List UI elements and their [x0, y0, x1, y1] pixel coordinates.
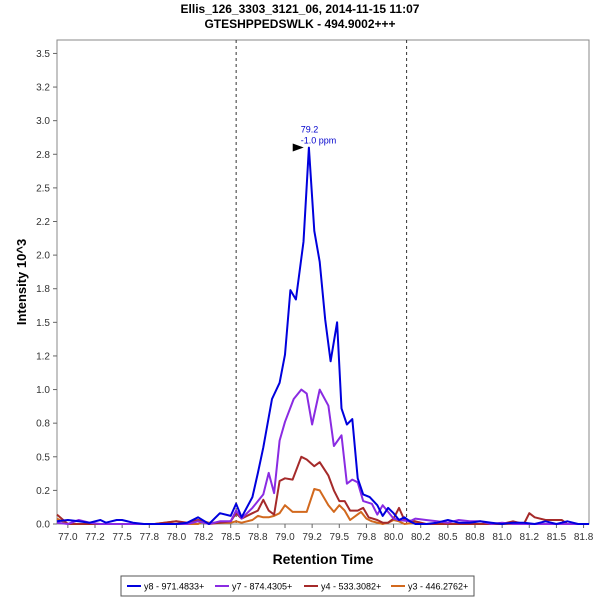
y-tick-label: 0.8	[36, 419, 50, 430]
y-tick-label: 2.8	[36, 150, 50, 161]
y-tick-label: 2.0	[36, 251, 50, 262]
x-tick-label: 78.5	[221, 532, 241, 543]
y-tick-label: 1.8	[36, 284, 50, 295]
x-tick-label: 78.8	[248, 532, 268, 543]
x-tick-label: 80.2	[411, 532, 431, 543]
plot-area	[56, 39, 590, 525]
y-tick-label: 0.0	[36, 520, 50, 531]
y-axis: 0.0 0.2 0.5 0.8 1.0 1.2 1.5 1.8 2.0 2.2 2.5 2.8 3.0 3…	[36, 49, 57, 531]
y-tick-label: 0.2	[36, 486, 50, 497]
x-tick-label: 77.5	[112, 532, 132, 543]
y-tick-label: 1.2	[36, 351, 50, 362]
x-tick-label: 81.0	[492, 532, 512, 543]
legend-label: y3 - 446.2762+	[408, 582, 468, 592]
y-tick-label: 2.5	[36, 183, 50, 194]
x-tick-label: 78.0	[167, 532, 187, 543]
x-tick-label: 79.5	[330, 532, 350, 543]
x-axis: 77.0 77.2 77.5 77.8 78.0 78.2 78.5 78.8 79.0 79.2…	[58, 524, 594, 543]
x-tick-label: 80.5	[438, 532, 458, 543]
y-tick-label: 3.0	[36, 116, 50, 127]
x-tick-label: 80.0	[384, 532, 404, 543]
x-axis-label: Retention Time	[273, 551, 374, 567]
y-tick-label: 1.5	[36, 318, 50, 329]
x-tick-label: 79.2	[302, 532, 322, 543]
x-tick-label: 80.8	[465, 532, 485, 543]
x-tick-label: 78.2	[194, 532, 214, 543]
chart-subtitle: GTESHPPEDSWLK - 494.9002+++	[204, 17, 395, 31]
y-tick-label: 1.0	[36, 385, 50, 396]
series-line	[56, 388, 589, 525]
peak-rt-label: 79.2	[301, 125, 319, 135]
series-line	[56, 146, 589, 525]
x-tick-label: 77.0	[58, 532, 78, 543]
legend: y8 - 971.4833+ y7 - 874.4305+ y4 - 533.308…	[127, 582, 468, 592]
y-tick-label: 3.2	[36, 83, 50, 94]
peak-arrow-icon	[292, 143, 304, 152]
x-tick-label: 81.5	[547, 532, 567, 543]
y-axis-label: Intensity 10^3	[14, 239, 29, 325]
x-tick-label: 79.8	[357, 532, 377, 543]
x-tick-label: 77.2	[85, 532, 105, 543]
x-tick-label: 79.0	[275, 532, 295, 543]
peak-boundaries	[235, 40, 408, 524]
legend-label: y7 - 874.4305+	[232, 582, 292, 592]
series-lines	[56, 146, 589, 525]
legend-box	[120, 575, 475, 597]
legend-label: y8 - 971.4833+	[144, 582, 204, 592]
x-tick-label: 81.2	[520, 532, 540, 543]
x-tick-label: 77.8	[140, 532, 160, 543]
legend-label: y4 - 533.3082+	[321, 582, 381, 592]
y-tick-label: 2.2	[36, 217, 50, 228]
chart-title: Ellis_126_3303_3121_06, 2014-11-15 11:07	[181, 2, 420, 16]
x-tick-label: 81.8	[574, 532, 594, 543]
peak-annotation: 79.2 -1.0 ppm	[292, 125, 337, 152]
y-tick-label: 0.5	[36, 452, 50, 463]
peak-ppm-label: -1.0 ppm	[301, 136, 337, 146]
y-tick-label: 3.5	[36, 49, 50, 60]
